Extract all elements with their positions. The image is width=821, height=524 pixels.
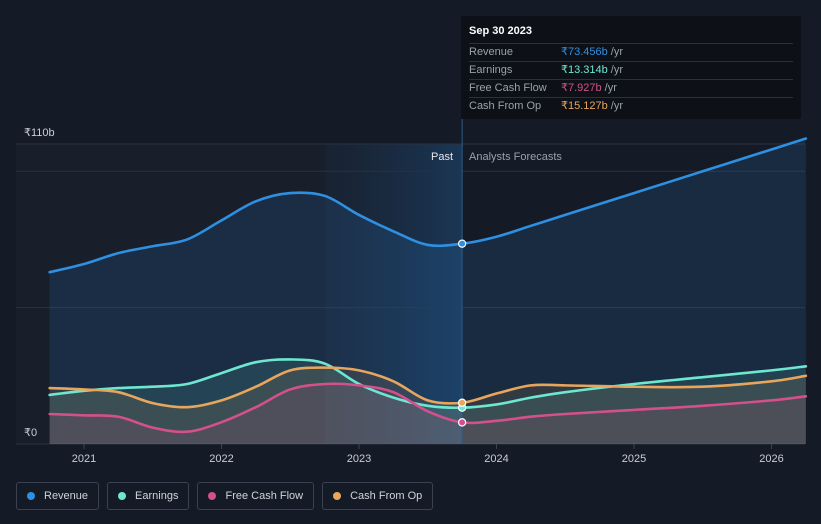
legend-label: Earnings — [135, 490, 179, 502]
legend-label: Cash From Op — [350, 490, 423, 502]
tooltip-value: ₹13.314b — [561, 64, 608, 76]
legend-item-revenue[interactable]: Revenue — [16, 482, 100, 510]
legend-dot-icon — [118, 492, 127, 500]
y-axis-label-zero: ₹0 — [24, 427, 37, 439]
x-tick-label: 2023 — [347, 453, 371, 465]
tooltip-label: Revenue — [469, 46, 514, 58]
line-earnings — [48, 358, 808, 410]
y-axis-label-max: ₹110b — [24, 127, 55, 139]
hover-markers — [457, 239, 467, 427]
marker-free-cash-flow — [457, 418, 467, 427]
area-free-cash-flow — [49, 383, 806, 444]
tooltip-value: ₹73.456b — [561, 46, 608, 58]
x-tick-label: 2024 — [484, 453, 508, 465]
legend-label: Free Cash Flow — [225, 490, 304, 502]
hover-tooltip: Sep 30 2023 Revenue ₹73.456b /yr Earning… — [461, 16, 801, 119]
legend-dot-icon — [333, 492, 342, 500]
forecast-label: Analysts Forecasts — [469, 151, 562, 163]
past-label: Past — [431, 151, 453, 163]
legend-dot-icon — [27, 492, 35, 500]
tooltip-label: Cash From Op — [469, 100, 542, 112]
tooltip-row-cash-from-op: Cash From Op ₹15.127b /yr — [469, 97, 793, 115]
x-axis-ticks: 2021 2022 2023 2024 2025 2026 — [72, 444, 784, 465]
tooltip-row-earnings: Earnings ₹13.314b /yr — [469, 61, 793, 79]
tooltip-value: ₹15.127b — [561, 100, 608, 112]
tooltip-unit: /yr — [610, 64, 623, 76]
tooltip-row-free-cash-flow: Free Cash Flow ₹7.927b /yr — [469, 79, 793, 97]
x-tick-label: 2022 — [209, 453, 233, 465]
legend-item-earnings[interactable]: Earnings — [107, 482, 190, 510]
past-highlight-band — [324, 144, 463, 444]
legend-label: Revenue — [44, 490, 89, 502]
x-tick-label: 2021 — [72, 453, 96, 465]
line-free-cash-flow — [48, 382, 808, 434]
line-revenue — [48, 137, 808, 274]
legend-item-cash-from-op[interactable]: Cash From Op — [322, 482, 434, 510]
x-tick-label: 2026 — [759, 453, 783, 465]
legend-dot-icon — [208, 492, 217, 500]
chart-legend: Revenue Earnings Free Cash Flow Cash Fro… — [16, 482, 434, 510]
tooltip-label: Free Cash Flow — [469, 82, 547, 94]
area-earnings — [49, 359, 806, 444]
tooltip-value: ₹7.927b — [561, 82, 602, 94]
tooltip-unit: /yr — [604, 82, 617, 94]
tooltip-unit: /yr — [610, 46, 623, 58]
series-lines — [48, 137, 808, 434]
x-tick-label: 2025 — [622, 453, 646, 465]
legend-item-free-cash-flow[interactable]: Free Cash Flow — [197, 482, 315, 510]
tooltip-date: Sep 30 2023 — [469, 25, 532, 37]
marker-revenue — [457, 239, 467, 248]
tooltip-label: Earnings — [469, 64, 513, 76]
marker-cash-from-op — [457, 398, 467, 407]
line-cash-from-op — [48, 366, 808, 409]
gridlines — [16, 143, 805, 445]
tooltip-unit: /yr — [610, 100, 623, 112]
tooltip-row-revenue: Revenue ₹73.456b /yr — [469, 43, 793, 61]
